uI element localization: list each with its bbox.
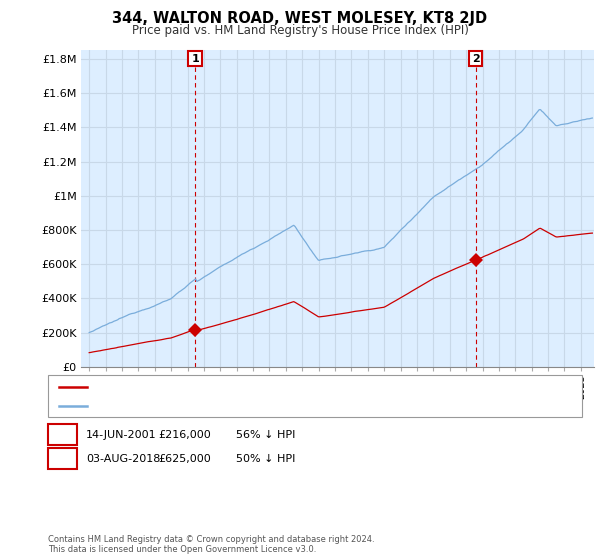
Text: £625,000: £625,000 (158, 454, 211, 464)
Text: HPI: Average price, detached house, Elmbridge: HPI: Average price, detached house, Elmb… (94, 401, 340, 411)
Text: £216,000: £216,000 (158, 430, 211, 440)
Text: 2: 2 (472, 54, 480, 64)
Text: 56% ↓ HPI: 56% ↓ HPI (236, 430, 295, 440)
Text: Price paid vs. HM Land Registry's House Price Index (HPI): Price paid vs. HM Land Registry's House … (131, 24, 469, 36)
Text: 03-AUG-2018: 03-AUG-2018 (86, 454, 160, 464)
Text: 1: 1 (191, 54, 199, 64)
Text: 344, WALTON ROAD, WEST MOLESEY, KT8 2JD (detached house): 344, WALTON ROAD, WEST MOLESEY, KT8 2JD … (94, 381, 427, 391)
Text: 50% ↓ HPI: 50% ↓ HPI (236, 454, 295, 464)
Text: Contains HM Land Registry data © Crown copyright and database right 2024.
This d: Contains HM Land Registry data © Crown c… (48, 535, 374, 554)
Text: 14-JUN-2001: 14-JUN-2001 (86, 430, 157, 440)
Text: 1: 1 (59, 430, 66, 440)
Text: 344, WALTON ROAD, WEST MOLESEY, KT8 2JD: 344, WALTON ROAD, WEST MOLESEY, KT8 2JD (112, 11, 488, 26)
Text: 2: 2 (59, 454, 66, 464)
